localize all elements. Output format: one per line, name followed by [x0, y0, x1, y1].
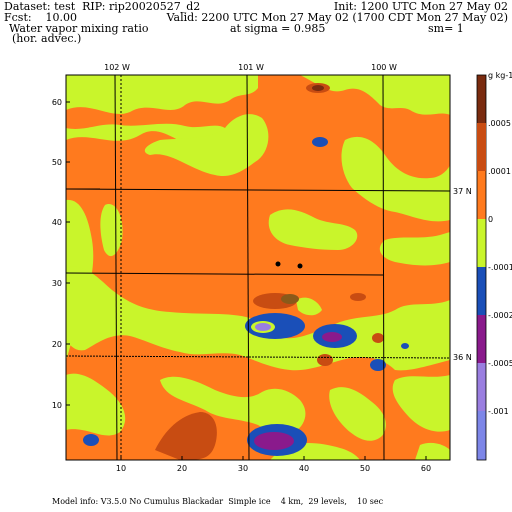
color-bar-label: -.0001	[488, 263, 512, 272]
color-bar-unit: g kg-1	[488, 71, 512, 80]
tick-label: 40	[299, 464, 309, 473]
field-high-positive-spots	[155, 83, 384, 460]
latitude-label: 36 N	[453, 353, 472, 362]
tick-label: 20	[52, 340, 62, 349]
field-subtitle: (hor. advec.)	[12, 32, 82, 45]
tick-label: 60	[421, 464, 431, 473]
field-near-zero-regions	[66, 75, 450, 460]
color-bar-label: -.001	[488, 407, 509, 416]
tick-label: 60	[52, 98, 62, 107]
color-bar-label: 0	[488, 215, 493, 224]
color-bar-label: .0005	[488, 119, 511, 128]
valid-time: Valid: 2200 UTC Mon 27 May 02 (1700 CDT …	[166, 11, 508, 24]
tick-label: 20	[177, 464, 187, 473]
color-bar-labels: g kg-1 .0005 .0001 0 -.0001 -.0002 -.000…	[488, 71, 512, 416]
boundary-lines	[66, 75, 450, 460]
tick-label: 50	[52, 158, 62, 167]
smoothing-label: sm= 1	[428, 22, 464, 35]
latitude-label: 37 N	[453, 187, 472, 196]
dataset-label: Dataset: test RIP: rip20020527_d2	[4, 0, 201, 13]
color-bar-label: .0001	[488, 167, 511, 176]
model-info: Model info: V3.5.0 No Cumulus Blackadar …	[52, 497, 384, 506]
tick-label: 40	[52, 218, 62, 227]
bottom-tick-labels: 10 20 30 40 50 60	[116, 464, 431, 473]
map-field	[66, 75, 450, 460]
longitude-label: 102 W	[104, 63, 130, 72]
sigma-level: at sigma = 0.985	[230, 22, 326, 35]
tick-label: 10	[116, 464, 126, 473]
latitude-labels: 37 N 36 N	[453, 187, 472, 362]
color-bar-label: -.0005	[488, 359, 512, 368]
station-dot	[275, 261, 281, 267]
field-name: Water vapor mixing ratio	[9, 22, 149, 35]
color-bar	[476, 74, 487, 461]
longitude-label: 101 W	[238, 63, 264, 72]
station-dot	[297, 263, 303, 269]
longitude-label: 100 W	[371, 63, 397, 72]
init-time: Init: 1200 UTC Mon 27 May 02	[333, 0, 508, 13]
left-tick-labels: 60 50 40 30 20 10	[52, 98, 62, 410]
tick-label: 50	[360, 464, 370, 473]
forecast-label: Fcst: 10.00	[4, 11, 78, 24]
tick-label: 10	[52, 401, 62, 410]
axis-ticks	[66, 101, 427, 460]
plot-frame	[65, 74, 451, 461]
tick-label: 30	[238, 464, 248, 473]
tick-label: 30	[52, 279, 62, 288]
field-negative-regions	[83, 137, 409, 456]
color-bar-label: -.0002	[488, 311, 512, 320]
longitude-labels: 102 W 101 W 100 W	[104, 63, 397, 72]
